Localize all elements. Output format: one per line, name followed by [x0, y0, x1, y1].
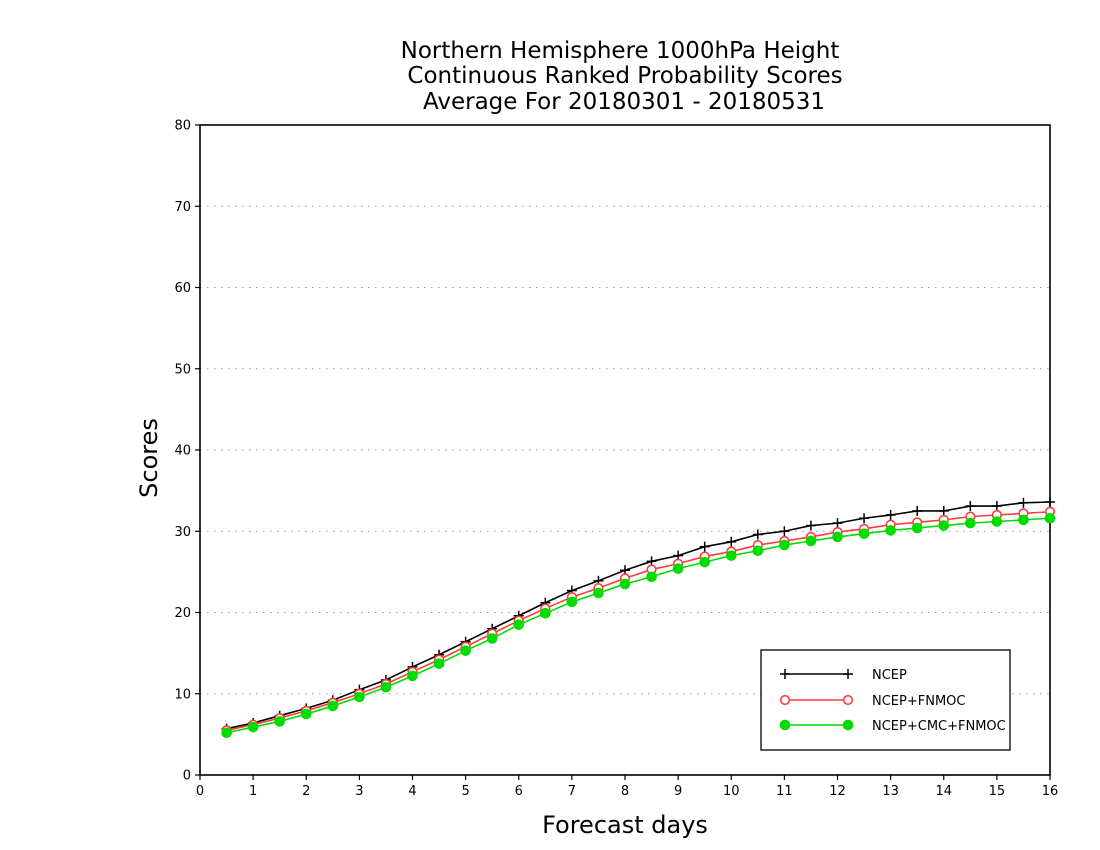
- y-tick-label: 30: [174, 525, 191, 540]
- data-point: [699, 541, 710, 552]
- data-point: [885, 525, 896, 536]
- y-tick-label: 40: [174, 444, 191, 459]
- data-point: [699, 556, 710, 568]
- data-point: [380, 681, 392, 693]
- x-tick-label: 4: [408, 784, 416, 799]
- x-tick-label: 16: [1042, 784, 1059, 799]
- chart-title: Northern Hemisphere 1000hPa Height Conti…: [401, 38, 843, 115]
- x-tick-label: 2: [302, 784, 310, 799]
- x-tick-label: 6: [515, 784, 523, 799]
- data-point: [460, 645, 471, 656]
- y-tick-label: 10: [174, 687, 191, 702]
- y-axis: 0 10 20 30 40 50 60 70 80: [174, 119, 200, 784]
- x-tick-label: 14: [935, 784, 952, 799]
- data-point: [247, 721, 259, 733]
- x-tick-label: 15: [989, 784, 1006, 799]
- data-point: [725, 550, 737, 561]
- x-tick-label: 11: [776, 784, 793, 799]
- legend-item: NCEP+FNMOC: [779, 694, 965, 709]
- grid-lines: [200, 205, 1050, 695]
- data-point: [1044, 512, 1056, 524]
- x-tick-label: 13: [882, 784, 899, 799]
- data-point: [619, 578, 631, 590]
- title-line-2: Continuous Ranked Probability Scores: [407, 63, 842, 89]
- data-point: [938, 520, 950, 531]
- legend-label: NCEP: [872, 668, 907, 683]
- data-point: [354, 691, 365, 703]
- y-tick-label: 60: [174, 281, 191, 296]
- data-point: [593, 587, 604, 599]
- data-point: [300, 708, 312, 720]
- data-point: [832, 531, 843, 543]
- data-point: [805, 535, 817, 547]
- data-point: [433, 658, 445, 669]
- y-tick-label: 80: [174, 119, 191, 134]
- data-point: [327, 700, 339, 712]
- data-point: [672, 563, 684, 574]
- data-point: [911, 522, 923, 534]
- data-point: [779, 526, 790, 537]
- data-point: [540, 608, 551, 619]
- legend-label: NCEP+CMC+FNMOC: [872, 719, 1006, 734]
- x-tick-label: 5: [461, 784, 469, 799]
- x-tick-label: 10: [723, 784, 740, 799]
- data-point: [646, 571, 657, 583]
- data-point: [752, 545, 764, 557]
- data-point: [885, 510, 896, 520]
- data-point: [991, 501, 1002, 512]
- y-axis-title: Scores: [135, 418, 163, 498]
- data-point: [1018, 514, 1029, 526]
- legend-item: NCEP: [780, 668, 907, 683]
- data-point: [858, 528, 870, 539]
- data-point: [832, 518, 843, 529]
- series-layer: [221, 497, 1056, 739]
- x-axis: 0 1 2 3 4 5 6 7 8 9 10 11 12 13 14 15 16: [196, 775, 1058, 799]
- y-tick-label: 20: [174, 606, 191, 621]
- data-point: [912, 505, 923, 516]
- data-point: [1018, 497, 1029, 508]
- title-line-3: Average For 20180301 - 20180531: [423, 89, 825, 115]
- title-line-1: Northern Hemisphere 1000hPa Height: [401, 38, 840, 64]
- legend: NCEP NCEP+FNMOC NCEP+CMC+FNMOC: [760, 649, 1011, 751]
- data-point: [486, 633, 498, 644]
- data-point: [965, 501, 976, 512]
- data-point: [805, 520, 816, 531]
- data-point: [779, 539, 790, 551]
- legend-marker: [842, 719, 854, 731]
- series-ncep-cmc-fnmoc: [221, 512, 1056, 739]
- legend-marker: [779, 719, 791, 731]
- legend-marker: [842, 694, 854, 706]
- data-point: [274, 716, 285, 727]
- x-tick-label: 3: [355, 784, 363, 799]
- data-point: [513, 619, 525, 630]
- legend-marker: [780, 669, 790, 679]
- data-point: [859, 513, 870, 524]
- legend-marker: [779, 694, 791, 706]
- data-point: [1045, 497, 1055, 507]
- x-tick-label: 9: [674, 784, 682, 799]
- x-tick-label: 1: [249, 784, 257, 799]
- data-point: [938, 505, 949, 516]
- x-tick-label: 8: [621, 784, 629, 799]
- data-point: [726, 536, 737, 547]
- data-point: [221, 727, 232, 739]
- data-point: [965, 517, 976, 529]
- y-tick-label: 70: [174, 200, 191, 215]
- data-point: [752, 529, 763, 540]
- legend-item: NCEP+CMC+FNMOC: [779, 719, 1006, 734]
- x-axis-title: Forecast days: [542, 811, 708, 839]
- legend-marker: [843, 669, 853, 679]
- x-tick-label: 7: [568, 784, 576, 799]
- legend-label: NCEP+FNMOC: [872, 694, 965, 709]
- y-tick-label: 0: [183, 769, 191, 784]
- y-tick-label: 50: [174, 362, 191, 377]
- data-point: [566, 596, 578, 608]
- data-point: [407, 670, 418, 682]
- x-tick-label: 12: [829, 784, 846, 799]
- x-tick-label: 0: [196, 784, 204, 799]
- data-point: [991, 516, 1003, 527]
